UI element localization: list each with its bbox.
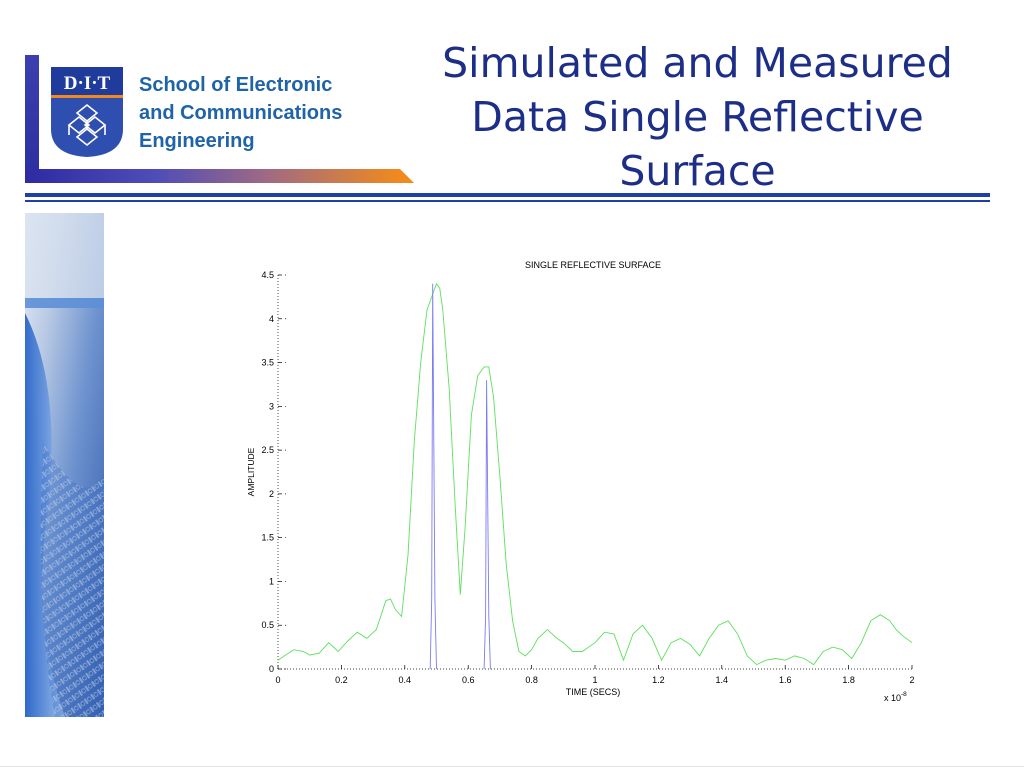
plot-area: 0 0.5 1 1.5 2 2.5 3 3.5 4 4.5 0 0.2 0.4 0.6 0.8 1 1.2 1.4… [261, 270, 914, 685]
y-tick-label: 0.5 [261, 620, 274, 630]
school-name-line-2: and Communications [139, 102, 343, 124]
x-tick-label: 0.2 [335, 675, 348, 685]
y-axis-label: AMPLITUDE [246, 447, 256, 496]
series-line-simulated [277, 282, 913, 666]
binary-ribbon-decoration [25, 213, 104, 717]
logo-bottom-bar [25, 169, 414, 183]
header-rule-thick [25, 193, 990, 197]
chart-title: SINGLE REFLECTIVE SURFACE [525, 260, 661, 270]
crest-text: D·I·T [64, 73, 111, 94]
x-tick-label: 1 [592, 675, 597, 685]
school-logo: D·I·T School of Electronic and Communica… [25, 55, 414, 185]
y-tick-label: 2.5 [261, 445, 274, 455]
y-tick-label: 1 [269, 576, 274, 586]
school-name: School of Electronic and Communications … [139, 71, 342, 155]
x-tick-label: 2 [909, 675, 914, 685]
y-tick-label: 1.5 [261, 533, 274, 543]
page-title-line-2: Data Single Reflective [471, 93, 924, 141]
series-line-measured [429, 283, 437, 670]
dit-crest-icon: D·I·T [51, 67, 123, 157]
x-tick-label: 0 [275, 675, 280, 685]
amplitude-time-chart: SINGLE REFLECTIVE SURFACE AMPLITUDE TIME… [246, 260, 915, 703]
x-tick-label: 0.8 [525, 675, 538, 685]
y-tick-label: 3 [269, 401, 274, 411]
y-tick-label: 4.5 [261, 270, 274, 280]
series-line-measured [483, 380, 491, 670]
x-axis-label: TIME (SECS) [566, 687, 621, 697]
y-tick-label: 3.5 [261, 358, 274, 368]
page-title: Simulated and Measured Data Single Refle… [430, 36, 965, 198]
footer-divider [0, 766, 1024, 767]
x-tick-label: 1.8 [842, 675, 855, 685]
x-tick-label: 1.2 [652, 675, 665, 685]
x-tick-label: 0.6 [462, 675, 475, 685]
y-tick-label: 0 [269, 664, 274, 674]
x-tick-label: 1.4 [716, 675, 729, 685]
school-name-line-3: Engineering [139, 130, 255, 152]
y-tick-label: 4 [269, 314, 274, 324]
x-tick-label: 0.4 [399, 675, 412, 685]
x-axis-multiplier-base: x 10 [884, 693, 901, 703]
school-name-line-1: School of Electronic [139, 74, 333, 96]
x-axis-multiplier: x 10-8 [884, 691, 907, 703]
page-title-line-3: Surface [619, 147, 776, 195]
y-tick-label: 2 [269, 489, 274, 499]
header-rule-thin [25, 200, 990, 202]
logo-left-bar [25, 55, 39, 183]
page-title-line-1: Simulated and Measured [442, 39, 953, 87]
x-tick-label: 1.6 [779, 675, 792, 685]
x-axis-multiplier-exponent: -8 [901, 691, 907, 698]
